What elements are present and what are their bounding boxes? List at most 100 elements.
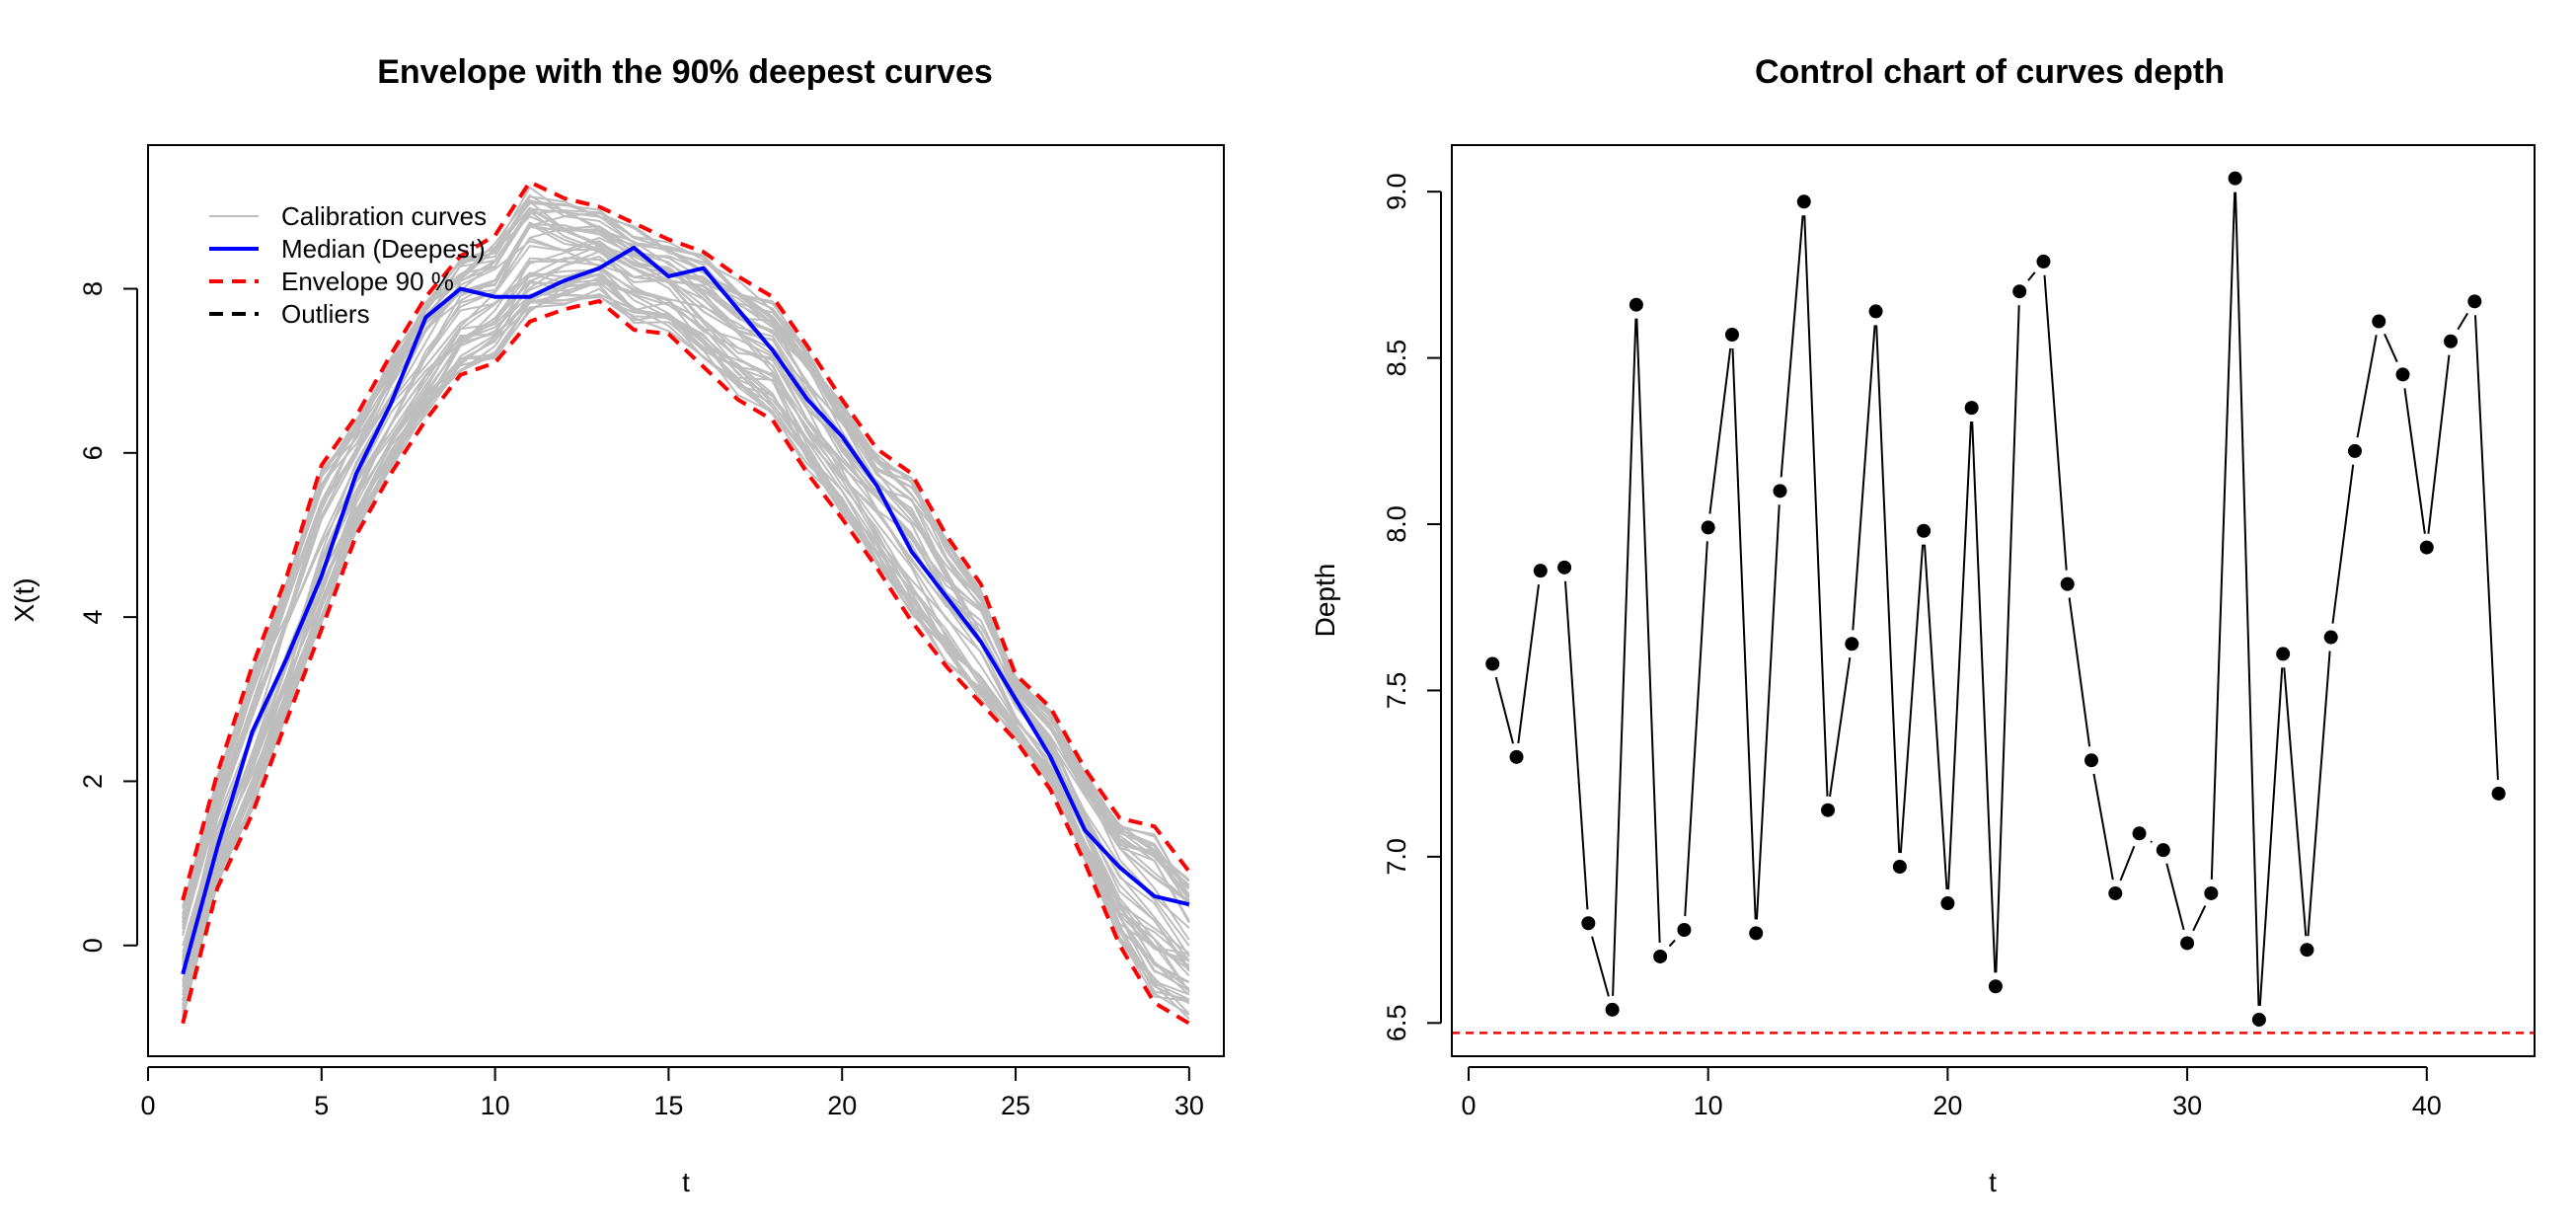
calibration-curve [182, 200, 1189, 1003]
depth-point [1677, 922, 1692, 937]
depth-segment [1971, 422, 1997, 973]
depth-segment [1731, 347, 1757, 920]
depth-point [1821, 803, 1836, 817]
depth-point [1917, 523, 1932, 538]
calibration-curve [182, 236, 1190, 1006]
left-x-axis-label: t [682, 1167, 690, 1197]
depth-segment [1494, 676, 1515, 744]
depth-segment [1899, 544, 1925, 854]
depth-point [1773, 484, 1787, 498]
depth-segment [1612, 318, 1637, 996]
right-x-tick-label: 0 [1461, 1091, 1476, 1120]
depth-point [2204, 885, 2219, 900]
depth-point [1988, 979, 2003, 994]
depth-segment [2474, 315, 2499, 780]
calibration-curve [182, 226, 1190, 947]
right-x-axis: 0 10 20 30 40 [1461, 1066, 2442, 1120]
right-y-tick-label: 9.0 [1382, 173, 1411, 210]
calibration-curve [182, 278, 1190, 1007]
right-y-tick-label: 6.5 [1382, 1005, 1411, 1042]
depth-point [2228, 171, 2242, 186]
right-y-axis-label: Depth [1310, 564, 1340, 638]
depth-segment [1780, 215, 1804, 478]
depth-segment [1924, 544, 1948, 890]
depth-segment [2043, 274, 2068, 571]
depth-point [1749, 926, 1764, 941]
depth-segment [2027, 271, 2036, 281]
right-panel: Control chart of curves depth 0 10 20 30 40 … [1310, 53, 2536, 1197]
right-x-tick-label: 30 [2172, 1091, 2202, 1120]
depth-point [1796, 194, 1811, 209]
depth-point [2300, 943, 2314, 958]
calibration-curve [182, 292, 1190, 954]
envelope-lower-line [181, 299, 1190, 1026]
depth-segment [1947, 422, 1972, 890]
depth-point [1868, 304, 1883, 319]
envelope-upper-line [181, 180, 1191, 901]
legend-label: Envelope 90 % [281, 267, 454, 296]
right-x-axis-label: t [1989, 1167, 1997, 1197]
left-y-tick-label: 4 [78, 610, 108, 625]
depth-point [2060, 576, 2075, 591]
depth-point [2419, 540, 2434, 555]
depth-point [2347, 443, 2362, 458]
depth-segment [2331, 464, 2355, 624]
depth-point [2108, 885, 2123, 900]
depth-segment [1591, 936, 1610, 997]
depth-point [1845, 637, 1859, 652]
depth-series [1452, 171, 2535, 1035]
right-x-tick-label: 10 [1694, 1091, 1723, 1120]
depth-segment [2384, 333, 2398, 363]
left-y-axis-label: X(t) [9, 577, 39, 622]
right-chart-title: Control chart of curves depth [1755, 53, 2225, 91]
left-y-tick-label: 8 [78, 281, 108, 296]
depth-point [1557, 560, 1572, 575]
depth-segment [1635, 318, 1661, 943]
left-series-lines [181, 180, 1191, 1026]
depth-point [2372, 314, 2387, 329]
left-x-tick-label: 5 [314, 1091, 329, 1120]
depth-point [2251, 1012, 2266, 1027]
left-x-tick-label: 20 [827, 1091, 857, 1120]
left-x-tick-label: 25 [1001, 1091, 1030, 1120]
depth-segment [1564, 580, 1589, 910]
depth-point [1581, 916, 1596, 931]
depth-point [1533, 564, 1548, 578]
depth-segment [2283, 667, 2308, 937]
depth-point [1605, 1002, 1620, 1017]
depth-segment [2235, 192, 2260, 1006]
depth-point [2467, 294, 2482, 309]
legend-label: Outliers [281, 299, 370, 329]
depth-segment [2150, 840, 2153, 843]
depth-point [2012, 284, 2027, 299]
left-x-tick-label: 10 [481, 1091, 510, 1120]
depth-segment [2258, 667, 2284, 1007]
depth-point [2036, 254, 2051, 268]
left-x-tick-label: 0 [140, 1091, 155, 1120]
depth-segment [2092, 773, 2114, 881]
depth-segment [2119, 845, 2136, 882]
depth-segment [1668, 939, 1676, 948]
left-y-tick-label: 6 [78, 445, 108, 460]
left-plot-box [147, 144, 1225, 1057]
left-x-tick-label: 15 [653, 1091, 683, 1120]
depth-point [2132, 826, 2147, 841]
left-chart-title: Envelope with the 90% deepest curves [377, 53, 993, 91]
depth-point [1940, 896, 1955, 911]
depth-point [2276, 647, 2291, 661]
depth-segment [1852, 325, 1876, 631]
depth-segment [1708, 347, 1732, 514]
calibration-curves [182, 186, 1190, 1020]
depth-point [1653, 949, 1668, 963]
right-plot-box [1451, 144, 2536, 1057]
depth-point [1629, 297, 1643, 312]
depth-segment [2068, 597, 2091, 747]
depth-segment [1803, 215, 1829, 797]
right-x-tick-label: 40 [2412, 1091, 2442, 1120]
depth-segment [2356, 335, 2378, 438]
depth-point [1892, 859, 1907, 874]
right-y-tick-label: 7.5 [1382, 672, 1411, 710]
depth-segment [2307, 651, 2331, 937]
legend-label: Calibration curves [281, 201, 487, 231]
